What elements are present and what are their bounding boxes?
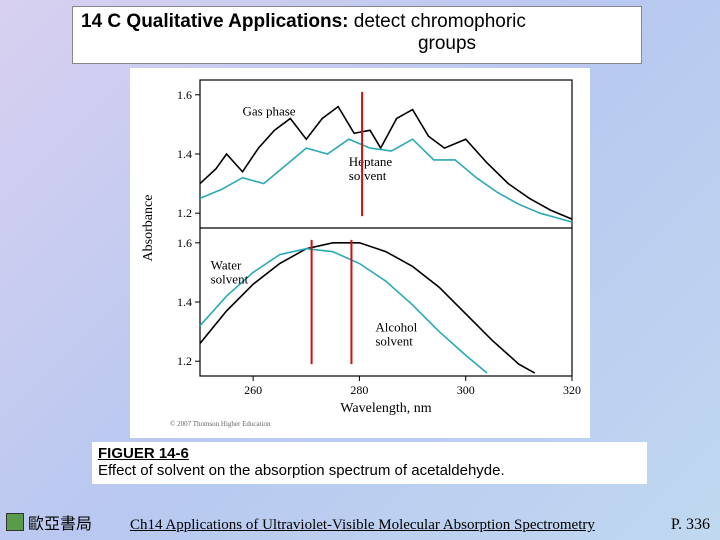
svg-text:Alcohol: Alcohol — [375, 320, 417, 335]
spectrum-chart: 1.21.41.6Gas phaseHeptanesolvent1.21.41.… — [130, 68, 590, 438]
svg-text:1.2: 1.2 — [177, 206, 192, 220]
svg-text:300: 300 — [457, 383, 475, 397]
svg-text:280: 280 — [350, 383, 368, 397]
svg-text:solvent: solvent — [375, 334, 413, 349]
publisher-logo-icon — [6, 513, 24, 531]
svg-text:260: 260 — [244, 383, 262, 397]
slide-title: 14 C Qualitative Applications: detect ch… — [72, 6, 642, 64]
publisher-name: 歐亞書局 — [28, 510, 92, 534]
title-line2: groups — [261, 33, 633, 55]
svg-text:1.4: 1.4 — [177, 295, 192, 309]
svg-text:Wavelength, nm: Wavelength, nm — [340, 401, 432, 416]
page-number: P. 336 — [671, 516, 710, 534]
svg-text:Gas phase: Gas phase — [243, 104, 296, 119]
svg-text:1.6: 1.6 — [177, 236, 192, 250]
publisher-block: 歐亞書局 — [6, 510, 92, 534]
svg-text:Absorbance: Absorbance — [141, 195, 156, 262]
figure-label: FIGUER 14-6 — [98, 445, 189, 462]
svg-text:© 2007 Thomson Higher Educatio: © 2007 Thomson Higher Education — [170, 420, 271, 428]
svg-text:solvent: solvent — [349, 168, 387, 183]
svg-text:1.4: 1.4 — [177, 147, 192, 161]
svg-text:1.2: 1.2 — [177, 354, 192, 368]
figure-caption-text: Effect of solvent on the absorption spec… — [98, 462, 505, 479]
figure-caption: FIGUER 14-6 Effect of solvent on the abs… — [92, 442, 647, 484]
chapter-footer: Ch14 Applications of Ultraviolet-Visible… — [130, 517, 595, 534]
svg-text:320: 320 — [563, 383, 581, 397]
svg-text:1.6: 1.6 — [177, 88, 192, 102]
title-rest: detect chromophoric — [348, 11, 525, 32]
svg-text:solvent: solvent — [211, 271, 249, 286]
svg-text:Water: Water — [211, 257, 242, 272]
title-bold: 14 C Qualitative Applications: — [81, 11, 348, 32]
svg-text:Heptane: Heptane — [349, 154, 393, 169]
